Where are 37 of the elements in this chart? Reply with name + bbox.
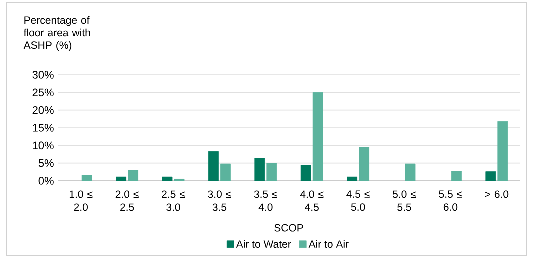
x-tick-label: 2.5 ≤ 3.0 [162,190,186,212]
bar [128,170,138,182]
x-tick-label: 4.5 ≤ 5.0 [346,190,370,212]
bar [486,172,496,182]
bar [220,164,231,182]
bar [208,151,219,182]
x-tick-label: 4.0 ≤ 4.5 [300,190,324,212]
x-tick-label: 2.0 ≤ 2.5 [116,190,139,212]
bar [312,92,324,182]
x-tick-label: 3.5 ≤ 4.0 [254,190,278,212]
bar [266,163,278,182]
y-tick-label: 20% [32,106,54,114]
bar [254,158,266,182]
bar [116,176,127,182]
bar [347,176,358,182]
bar [82,175,92,182]
bar [359,147,370,182]
x-tick-label: 1.0 ≤ 2.0 [70,190,93,212]
bar [405,164,416,182]
bar [498,121,508,182]
y-tick-label: 25% [32,88,54,97]
legend-label: Air to Air [308,240,349,248]
x-axis-title: SCOP [274,224,304,232]
x-tick-label: 3.0 ≤ 3.5 [208,190,232,212]
y-tick-label: 30% [32,71,54,79]
x-tick-label: > 6.0 [485,190,509,198]
y-tick-label: 0% [38,177,54,185]
bar [300,165,312,182]
y-tick-label: 5% [38,159,54,168]
y-tick-label: 15% [33,124,54,132]
bar [162,176,173,182]
x-tick-label: 5.5 ≤ 6.0 [439,190,462,212]
bar [452,171,462,182]
legend-label: Air to Water [236,240,292,248]
y-axis-title: Percentage of floor area with ASHP (%) [24,16,90,52]
x-tick-label: 5.0 ≤ 5.5 [393,190,416,212]
y-tick-label: 10% [33,142,54,150]
